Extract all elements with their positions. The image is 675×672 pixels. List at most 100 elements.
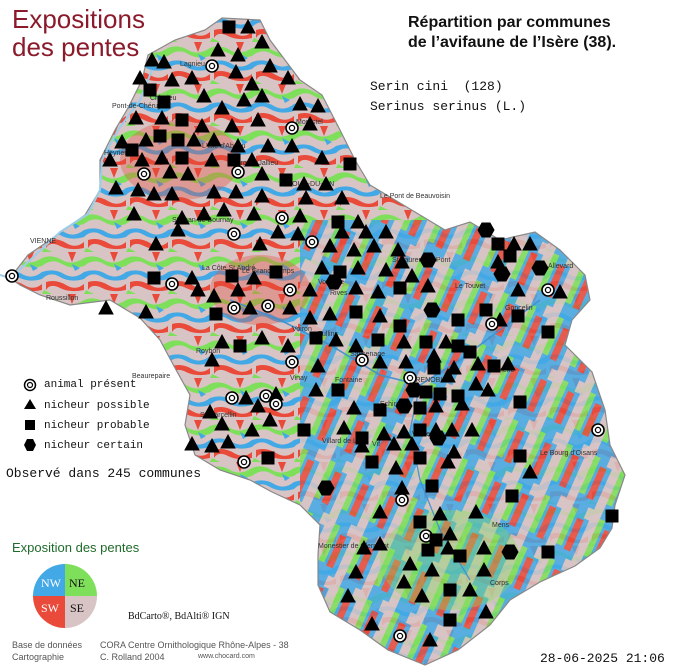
possible-marker [280,69,296,85]
probable-marker [463,345,477,359]
possible-marker [214,99,230,115]
place-label: Monestier de Clermont [318,543,389,550]
probable-marker [427,361,441,375]
possible-marker [254,33,270,49]
possible-marker [260,137,276,153]
possible-marker [148,235,164,251]
possible-marker [244,151,260,167]
legend-present: animal présent [44,379,137,391]
title-line1: Expositions [12,4,145,34]
possible-marker [308,381,324,397]
possible-marker [246,205,262,221]
possible-marker [224,117,240,133]
place-label: Goncelin [505,305,533,312]
probable-marker [425,479,439,493]
possible-marker [552,283,568,299]
place-label: Tullins [318,331,338,338]
present-marker [591,423,605,437]
possible-marker [302,115,318,131]
probable-marker [421,543,435,557]
probable-marker [451,339,465,353]
possible-marker [440,539,456,555]
possible-marker [414,587,430,603]
present-marker [5,269,19,283]
present-marker [269,397,283,411]
possible-marker [310,97,326,113]
credit-carto-value: C. Rolland 2004 [100,652,165,662]
possible-marker [462,581,478,597]
possible-marker [220,433,236,449]
possible-marker [244,421,260,437]
place-label: Vif [372,441,380,448]
present-marker [205,59,219,73]
possible-marker [372,353,388,369]
probable-marker [373,403,387,417]
probable-marker [171,133,185,147]
legend-possible: nicheur possible [44,400,150,412]
possible-marker [214,415,230,431]
possible-marker [296,175,312,191]
possible-marker [420,277,436,293]
present-marker [403,371,417,385]
possible-marker [174,209,190,225]
possible-marker [432,505,448,521]
possible-marker [284,137,300,153]
present-marker [355,353,369,367]
possible-marker [244,75,260,91]
possible-marker [314,149,330,165]
certain-marker [405,382,423,398]
probable-marker [269,265,283,279]
possible-marker [376,425,392,441]
probable-marker [371,333,385,347]
possible-marker [356,539,372,555]
possible-marker [138,131,154,147]
possible-marker [470,355,486,371]
legend-symbols [23,378,37,451]
probable-marker [491,237,505,251]
probable-marker [331,215,345,229]
observed-count: Observé dans 245 communes [6,466,202,481]
possible-marker [138,303,154,319]
possible-marker [292,95,308,111]
possible-marker [254,329,270,345]
possible-marker [230,46,246,62]
place-label: Le Bourg d'Oisans [540,450,598,457]
possible-marker [388,459,404,475]
possible-marker [134,151,150,167]
present-marker [285,121,299,135]
possible-marker [422,631,438,647]
possible-marker [354,437,370,453]
possible-marker [350,259,366,275]
place-label: Le Grand Lemps [242,268,295,275]
certain-marker [501,544,519,560]
possible-marker [154,109,170,125]
possible-marker [334,189,350,205]
present-marker [485,317,499,331]
certain-marker [317,480,335,496]
probable-marker [343,157,357,171]
possible-marker [446,443,462,459]
possible-marker [340,587,356,603]
probable-marker [479,303,493,317]
probable-marker [393,319,407,333]
present-marker [225,391,239,405]
possible-marker [238,389,254,405]
possible-marker [428,397,444,413]
possible-marker [396,333,412,349]
probable-marker [331,383,345,397]
possible-marker [444,421,460,437]
place-label: La Côte St André [202,265,255,272]
probable-marker [175,151,189,165]
place-label: Fontaine [335,377,362,384]
possible-marker [170,221,186,237]
probable-marker [419,335,433,349]
possible-marker [254,165,270,181]
place-label: L'Isle d'Abeau [202,143,246,150]
possible-marker [476,561,492,577]
probable-marker [261,451,275,465]
present-marker [541,283,555,297]
place-label: Mens [492,522,510,529]
place-label: Le Pont de Beauvoisin [380,193,450,200]
possible-marker [250,397,266,413]
place-label: Heyrieux [104,150,132,157]
